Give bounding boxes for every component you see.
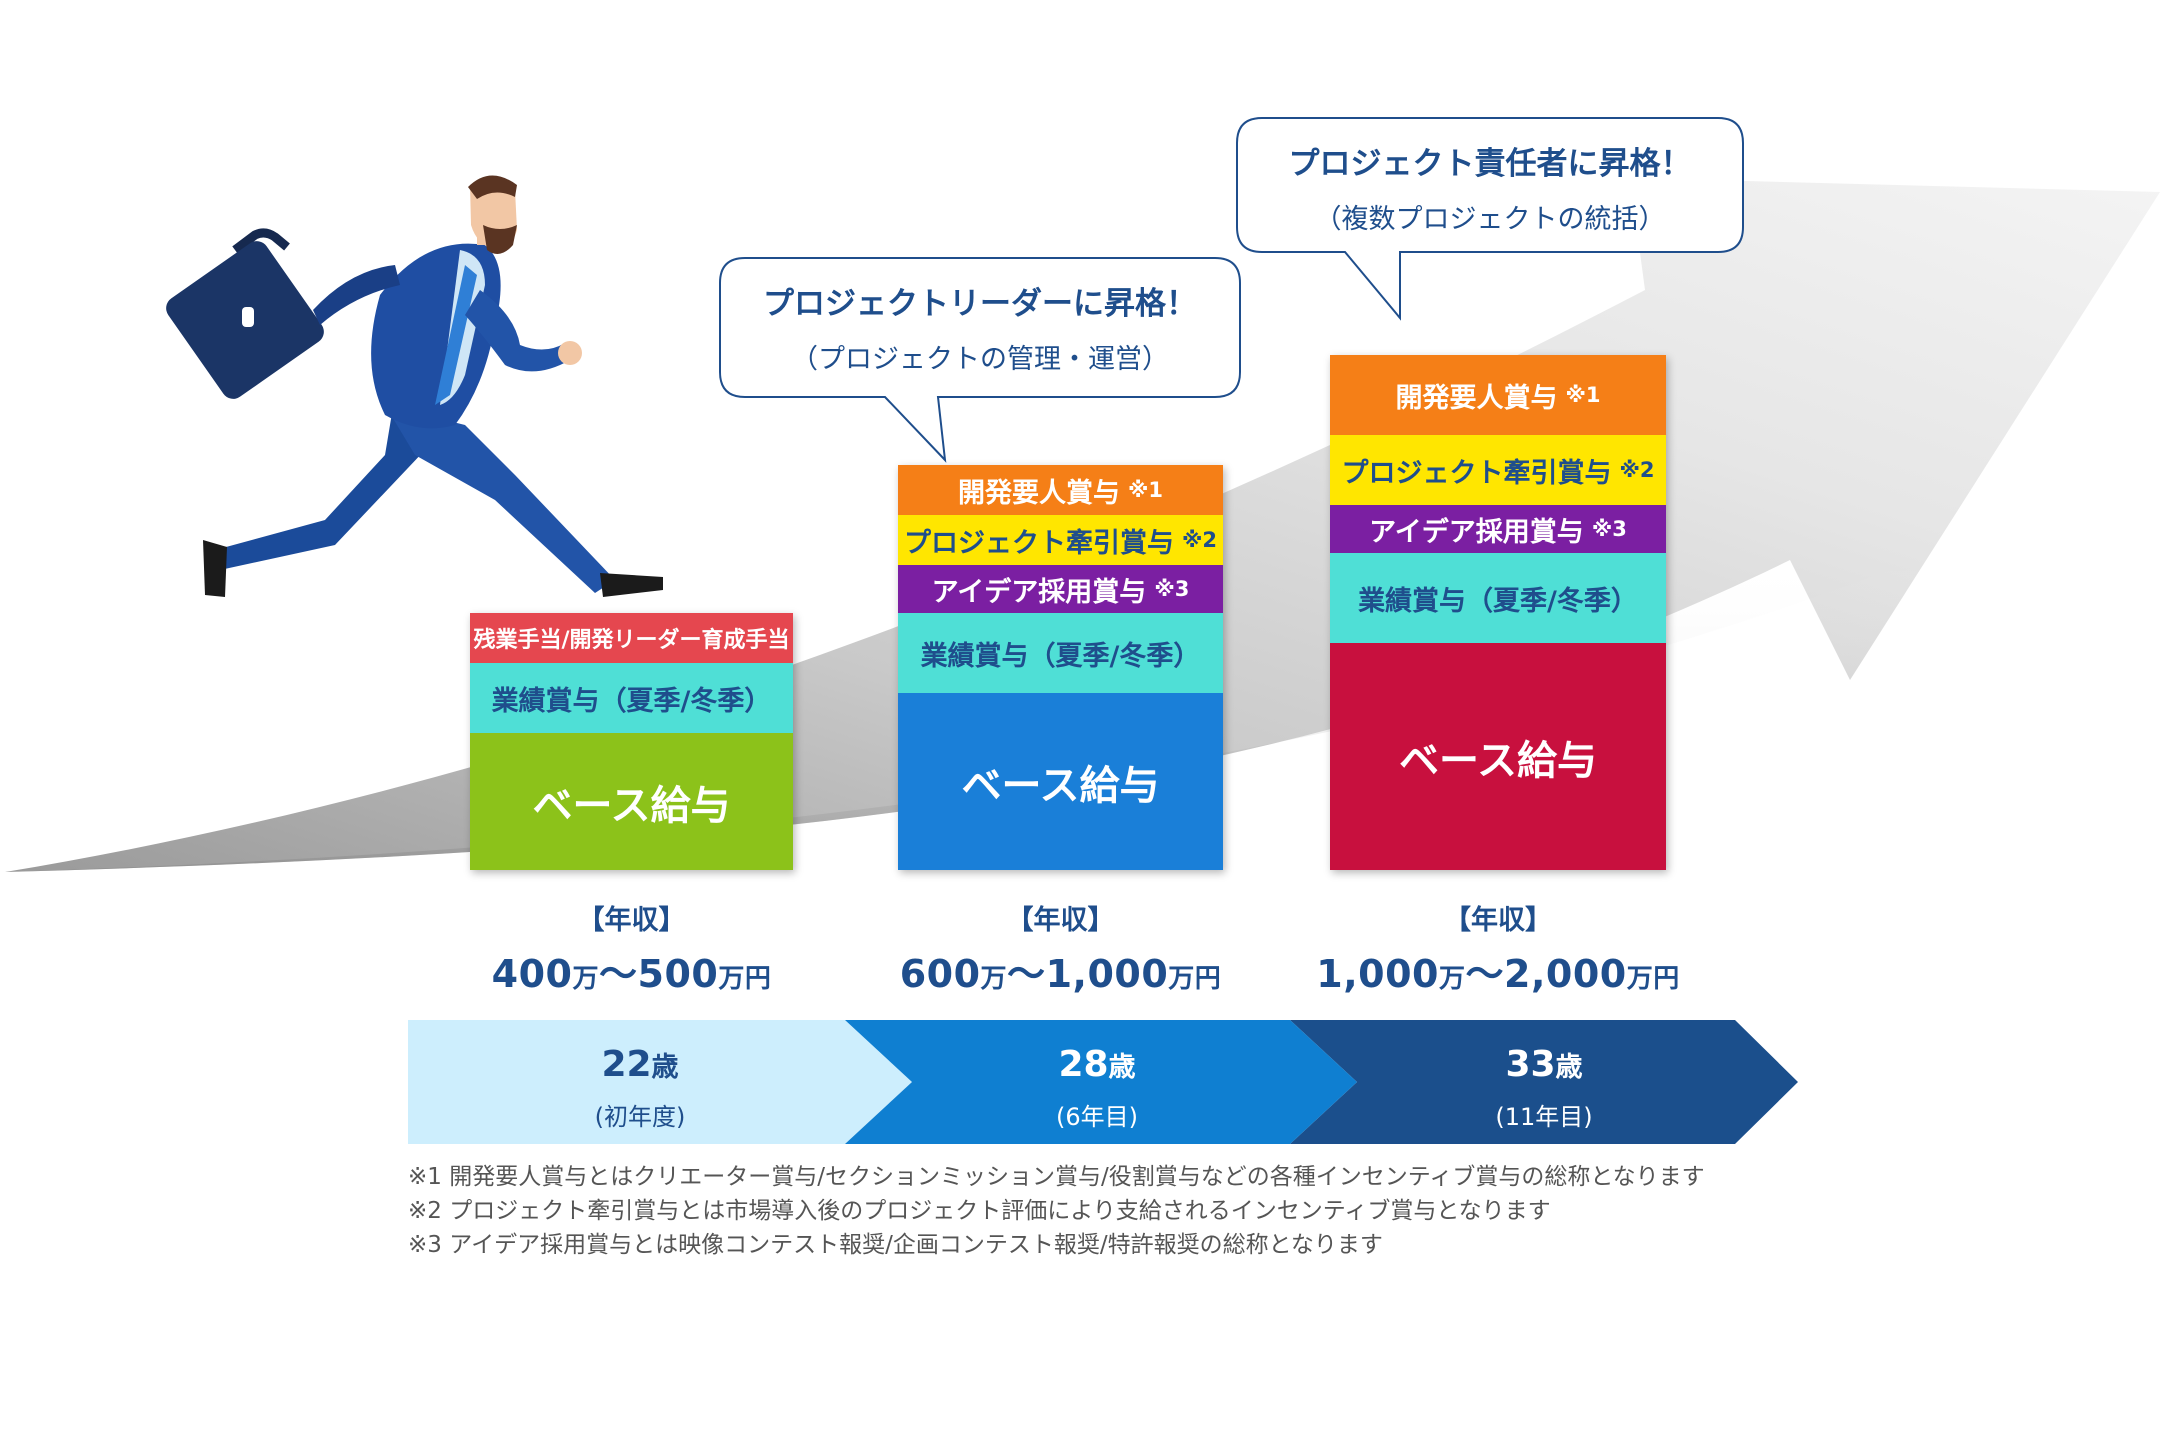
speech-bubble-manager-subtitle: （複数プロジェクトの統括） <box>1314 204 1666 235</box>
annual-income-label: 【年収】 <box>577 905 686 936</box>
project-lead-bonus-block: プロジェクト牽引賞与 ※2 <box>898 515 1223 565</box>
briefcase-icon <box>166 228 324 399</box>
project-lead-bonus-note: ※2 <box>1181 528 1218 552</box>
key-developer-bonus-block: 開発要人賞与 ※1 <box>898 465 1223 515</box>
speech-bubble-manager: プロジェクト責任者に昇格！ （複数プロジェクトの統括） <box>1237 138 1743 236</box>
annual-income-label: 【年収】 <box>1444 905 1552 936</box>
speech-bubble-leader-subtitle: （プロジェクトの管理・運営） <box>791 344 1169 375</box>
stage-2: 28歳 (6年目) <box>997 1044 1197 1132</box>
performance-bonus-block: 業績賞与（夏季/冬季） <box>470 663 793 733</box>
footnote-1: ※1 開発要人賞与とはクリエーター賞与/セクションミッション賞与/役割賞与などの… <box>408 1164 1705 1190</box>
growth-arrow <box>5 178 2160 872</box>
footnote-2: ※2 プロジェクト牽引賞与とは市場導入後のプロジェクト評価により支給されるインセ… <box>408 1198 1551 1224</box>
stage-3-age: 33歳 <box>1505 1044 1583 1085</box>
annual-income-3: 【年収】 1,000万〜2,000万円 <box>1290 898 1706 998</box>
idea-bonus-block: アイデア採用賞与 ※3 <box>898 565 1223 613</box>
annual-income-1: 【年収】 400万〜500万円 <box>440 898 823 998</box>
stage-3-shape <box>1290 1020 1798 1144</box>
annual-income-label: 【年収】 <box>1006 905 1115 936</box>
performance-bonus-label: 業績賞与（夏季/冬季） <box>920 640 1201 672</box>
annual-income-2: 【年収】 600万〜1,000万円 <box>868 898 1253 998</box>
speech-bubble-leader: プロジェクトリーダーに昇格！ （プロジェクトの管理・運営） <box>720 278 1240 376</box>
base-salary-block: ベース給与 <box>898 693 1223 870</box>
project-lead-bonus-note: ※2 <box>1619 458 1655 482</box>
stage-1: 22歳 (初年度) <box>540 1044 740 1132</box>
footnote-3: ※3 アイデア採用賞与とは映像コンテスト報奨/企画コンテスト報奨/特許報奨の総称… <box>408 1232 1383 1258</box>
growth-arrow-shade <box>5 555 1930 872</box>
idea-bonus-label: アイデア採用賞与 <box>1369 516 1584 548</box>
annual-income-amount: 400万〜500万円 <box>491 952 772 996</box>
key-developer-bonus-note: ※1 <box>1127 478 1164 502</box>
stage-1-shape <box>408 1020 912 1144</box>
key-developer-bonus-block: 開発要人賞与 ※1 <box>1330 355 1666 435</box>
performance-bonus-block: 業績賞与（夏季/冬季） <box>898 613 1223 693</box>
stage-2-age: 28歳 <box>1058 1044 1136 1085</box>
speech-bubble-1-shape <box>719 257 1241 463</box>
running-businessman-icon <box>166 175 663 597</box>
key-developer-bonus-note: ※1 <box>1565 383 1601 407</box>
allowance-block: 残業手当/開発リーダー育成手当 <box>470 613 793 663</box>
project-lead-bonus-label: プロジェクト牽引賞与 <box>903 527 1174 559</box>
project-lead-bonus-block: プロジェクト牽引賞与 ※2 <box>1330 435 1666 505</box>
speech-bubble-manager-title: プロジェクト責任者に昇格！ <box>1288 146 1692 182</box>
idea-bonus-note: ※3 <box>1591 517 1627 541</box>
annual-income-amount: 1,000万〜2,000万円 <box>1316 952 1680 996</box>
performance-bonus-label: 業績賞与（夏季/冬季） <box>491 685 772 717</box>
performance-bonus-block: 業績賞与（夏季/冬季） <box>1330 553 1666 643</box>
annual-income-amount: 600万〜1,000万円 <box>899 952 1222 996</box>
key-developer-bonus-label: 開発要人賞与 <box>957 477 1120 509</box>
stage-3: 33歳 (11年目) <box>1444 1044 1644 1132</box>
idea-bonus-block: アイデア採用賞与 ※3 <box>1330 505 1666 553</box>
base-salary-label: ベース給与 <box>1399 737 1597 784</box>
performance-bonus-label: 業績賞与（夏季/冬季） <box>1358 585 1638 617</box>
footnotes: ※1 開発要人賞与とはクリエーター賞与/セクションミッション賞与/役割賞与などの… <box>408 1160 1705 1262</box>
stage-2-shape <box>845 1020 1357 1144</box>
base-salary-block: ベース給与 <box>1330 643 1666 870</box>
base-salary-label: ベース給与 <box>532 782 731 829</box>
stage-1-sub: (初年度) <box>594 1103 686 1131</box>
speech-bubble-2-shape <box>1236 117 1744 321</box>
base-salary-label: ベース給与 <box>961 762 1160 809</box>
allowance-label: 残業手当/開発リーダー育成手当 <box>473 628 790 653</box>
base-salary-block: ベース給与 <box>470 733 793 870</box>
stage-2-sub: (6年目) <box>1056 1103 1138 1131</box>
idea-bonus-note: ※3 <box>1154 577 1190 601</box>
project-lead-bonus-label: プロジェクト牽引賞与 <box>1341 457 1612 489</box>
stage-3-sub: (11年目) <box>1495 1103 1593 1131</box>
stage-1-age: 22歳 <box>601 1044 679 1085</box>
idea-bonus-label: アイデア採用賞与 <box>931 576 1147 608</box>
key-developer-bonus-label: 開発要人賞与 <box>1395 382 1558 414</box>
speech-bubble-leader-title: プロジェクトリーダーに昇格！ <box>763 286 1197 322</box>
